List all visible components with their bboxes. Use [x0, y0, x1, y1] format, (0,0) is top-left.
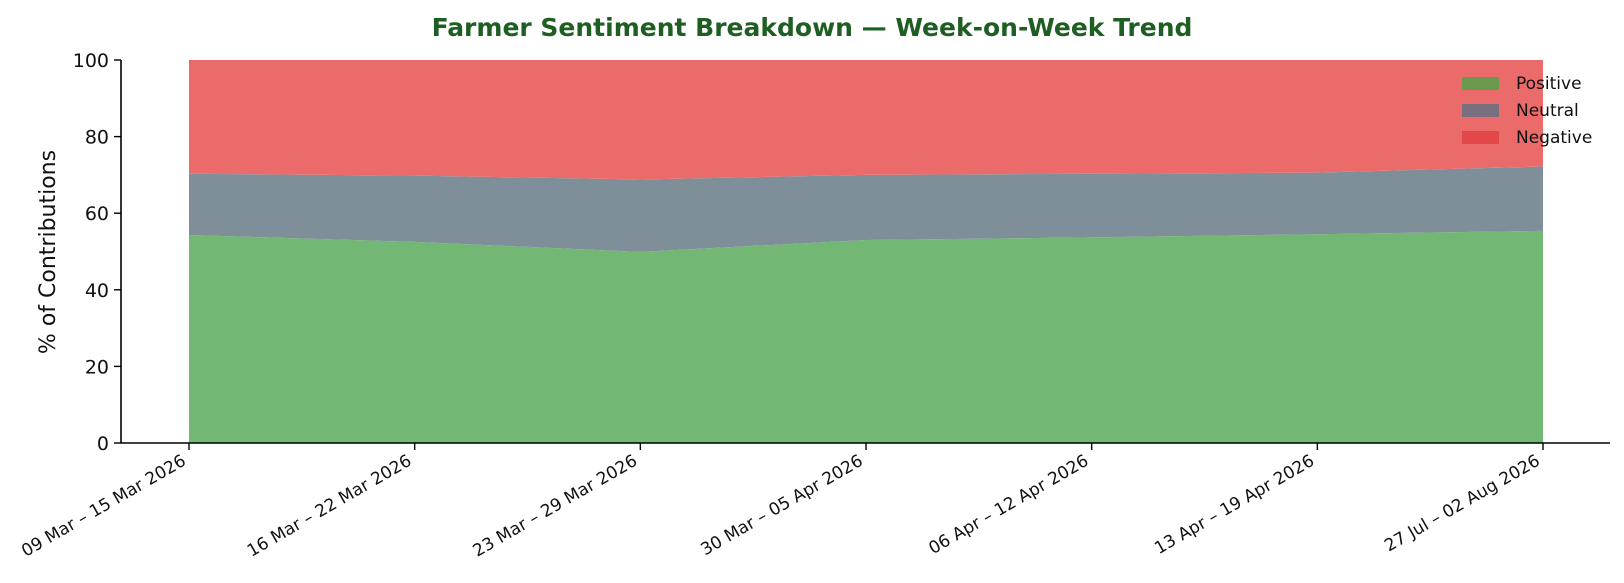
x-tick-label: 23 Mar – 29 Mar 2026	[470, 451, 641, 561]
y-tick-label: 0	[97, 433, 109, 455]
x-tick-label: 06 Apr – 12 Apr 2026	[926, 451, 1093, 559]
area-positive	[189, 230, 1543, 443]
y-tick-label: 20	[85, 356, 109, 378]
area-neutral	[189, 166, 1543, 252]
legend-swatch-neutral	[1462, 104, 1499, 117]
y-tick-label: 100	[73, 50, 109, 72]
y-ticks: 0 20 40 60 80 100	[73, 50, 121, 455]
legend-swatch-positive	[1462, 77, 1499, 90]
x-tick-label: 16 Mar – 22 Mar 2026	[244, 451, 415, 561]
y-tick-label: 80	[85, 127, 109, 149]
x-tick-label: 27 Jul – 02 Aug 2026	[1381, 451, 1543, 556]
legend-label-positive: Positive	[1516, 74, 1582, 94]
legend-swatch-negative	[1462, 131, 1499, 144]
y-tick-label: 40	[85, 280, 109, 302]
x-tick-label: 30 Mar – 05 Apr 2026	[698, 451, 867, 560]
x-tick-label: 09 Mar – 15 Mar 2026	[18, 451, 189, 561]
y-axis-label: % of Contributions	[36, 150, 61, 354]
area-negative	[189, 60, 1543, 180]
legend-label-neutral: Neutral	[1516, 101, 1579, 121]
area-layers	[189, 60, 1543, 443]
x-tick-label: 13 Apr – 19 Apr 2026	[1151, 451, 1318, 559]
x-ticks: 09 Mar – 15 Mar 2026 16 Mar – 22 Mar 2026…	[18, 443, 1544, 561]
legend: Positive Neutral Negative	[1462, 74, 1592, 148]
legend-label-negative: Negative	[1516, 128, 1592, 148]
y-tick-label: 60	[85, 203, 109, 225]
chart-title: Farmer Sentiment Breakdown — Week-on-Wee…	[432, 13, 1193, 42]
